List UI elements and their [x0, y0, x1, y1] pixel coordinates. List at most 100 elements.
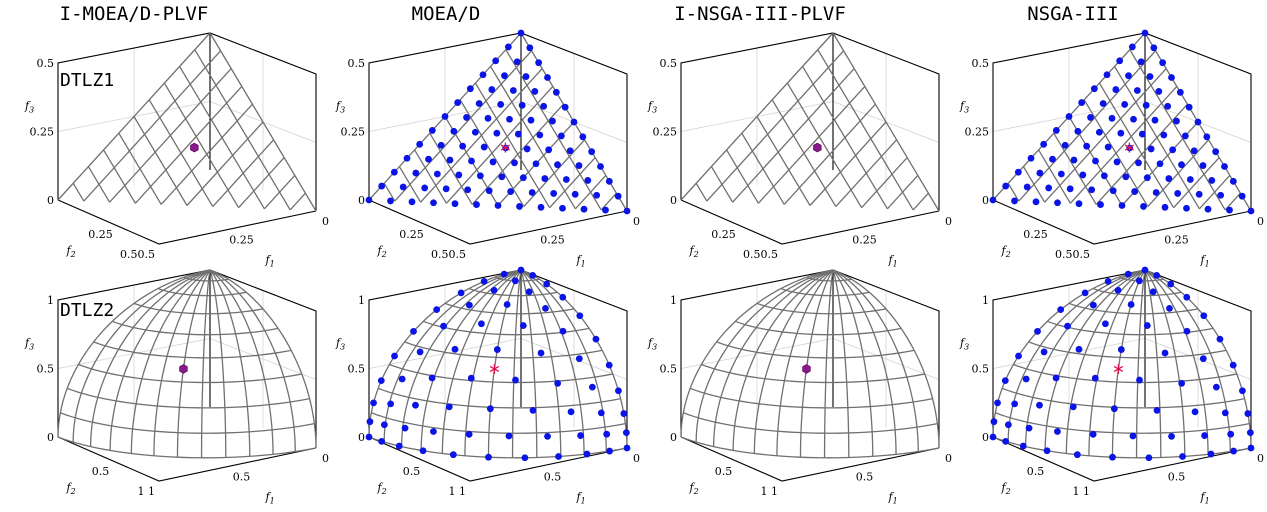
front-mesh-line	[995, 412, 1250, 434]
solution-point	[501, 72, 508, 80]
f3-tick: 0	[358, 194, 365, 207]
solution-point	[1208, 177, 1216, 184]
solution-point	[1057, 170, 1065, 178]
solution-point	[1065, 113, 1073, 120]
solution-point	[1075, 200, 1083, 208]
solution-point	[567, 408, 575, 416]
solution-point	[583, 450, 591, 458]
back-grid-line	[57, 32, 317, 75]
f3-tick: 0	[47, 194, 54, 207]
solution-point	[1183, 293, 1191, 301]
front-mesh-line	[263, 174, 296, 210]
front-mesh-line	[886, 174, 919, 210]
solution-point	[464, 186, 472, 194]
solution-point	[1191, 408, 1199, 416]
solution-point	[1165, 175, 1173, 182]
front-mesh-line	[523, 139, 586, 208]
solution-point	[523, 145, 531, 153]
solution-point	[1137, 58, 1145, 66]
f1-tick: 0.5	[1168, 471, 1186, 484]
solution-point	[512, 376, 519, 384]
solution-point	[584, 177, 592, 184]
solution-point	[1114, 286, 1122, 294]
solution-point	[1027, 154, 1035, 162]
f3-tick: 1	[47, 294, 54, 307]
solution-point	[1161, 349, 1169, 357]
f1-tick: 0.25	[540, 234, 565, 247]
solution-point	[536, 131, 544, 139]
f1-tick: 0	[633, 452, 640, 465]
solution-point	[614, 192, 622, 200]
solution-point	[1143, 322, 1151, 329]
solution-point	[1078, 99, 1086, 106]
solution-point	[471, 128, 479, 136]
solution-point	[1199, 162, 1207, 169]
front-mesh-line	[1098, 82, 1175, 209]
front-mesh-line	[1018, 50, 1157, 202]
f1-tick: 0.5	[233, 471, 251, 484]
front-mesh-line	[732, 269, 834, 451]
solution-point	[1036, 401, 1043, 409]
solution-point	[1125, 72, 1132, 80]
solution-point	[519, 322, 527, 329]
front-mesh-line	[57, 436, 317, 459]
solution-point	[1147, 145, 1155, 153]
solution-point	[526, 44, 534, 52]
axis-box-floor	[680, 436, 940, 482]
solution-point	[529, 271, 537, 279]
solution-point	[433, 170, 441, 178]
f2-tick: 1 1	[138, 485, 156, 498]
front-mesh-line	[706, 50, 845, 202]
solution-point	[1043, 447, 1051, 455]
reference-point-marker	[1124, 142, 1135, 153]
solution-point	[1092, 157, 1099, 165]
solution-point	[1153, 271, 1161, 279]
solution-point	[465, 430, 473, 438]
f3-tick: 0.5	[348, 363, 366, 376]
solution-point	[387, 197, 394, 205]
f1-tick: 0.25	[852, 234, 877, 247]
front-mesh-line	[371, 412, 626, 434]
front-mesh-line	[134, 85, 243, 204]
f2-axis-label: f2	[1001, 244, 1011, 259]
solution-point	[550, 190, 558, 197]
front-mesh-line	[163, 82, 240, 209]
front-mesh-line	[1198, 174, 1231, 210]
front-mesh-line	[176, 269, 211, 458]
front-mesh-line	[103, 149, 136, 204]
solution-point	[493, 346, 501, 353]
front-mesh-line	[1053, 132, 1097, 205]
front-mesh-line	[1129, 49, 1226, 211]
f2-tick: 0.5	[92, 465, 110, 478]
front-mesh-line	[209, 269, 251, 457]
solution-point	[532, 160, 540, 168]
solution-point	[441, 113, 449, 120]
solution-point	[1069, 403, 1077, 411]
solution-point	[1212, 383, 1220, 391]
f1-axis-label: f1	[576, 491, 586, 506]
solution-point	[395, 442, 403, 450]
solution-point	[511, 277, 519, 285]
solution-point	[1216, 335, 1224, 343]
front-mesh-line	[1144, 269, 1162, 458]
solution-point	[1095, 128, 1103, 136]
front-mesh-line	[118, 132, 162, 205]
solution-point	[575, 355, 583, 363]
back-grid-line	[368, 32, 628, 75]
reference-point-stroke	[500, 144, 511, 151]
solution-point	[1052, 374, 1060, 382]
axis-box-floor	[992, 199, 1252, 245]
front-mesh-line	[757, 85, 866, 204]
front-mesh-line	[520, 269, 538, 458]
front-mesh-line	[441, 269, 522, 454]
solution-point	[588, 383, 596, 391]
f2-tick: 0.5	[1027, 465, 1045, 478]
f1-tick: 0	[633, 215, 640, 228]
solution-point	[575, 162, 583, 169]
solution-point	[1221, 409, 1229, 417]
solution-point	[576, 312, 584, 320]
front-mesh-line	[238, 157, 285, 209]
solution-point	[1121, 101, 1129, 108]
solution-point	[543, 280, 551, 288]
solution-point	[1141, 29, 1149, 37]
